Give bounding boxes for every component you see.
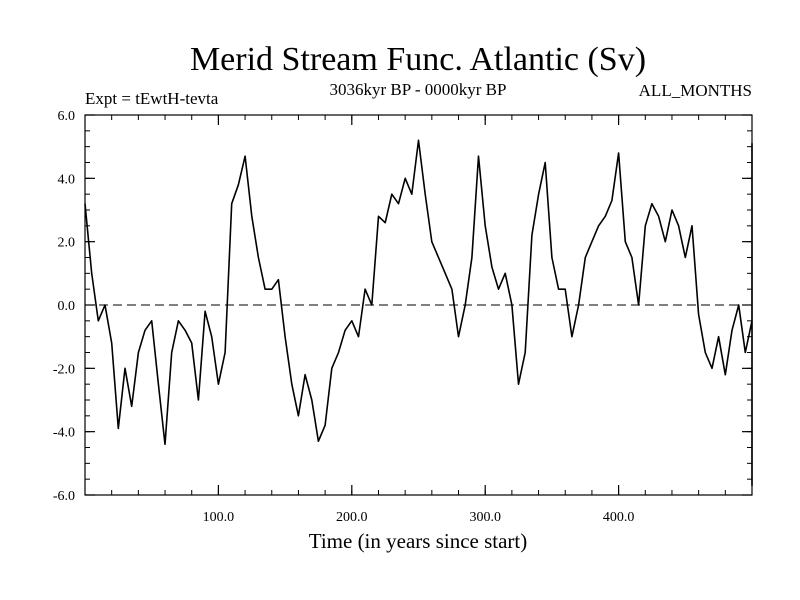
x-tick-label: 300.0	[469, 510, 501, 525]
x-axis-ticks: 100.0 200.0 300.0 400.0	[203, 115, 635, 525]
chart-title: Merid Stream Func. Atlantic (Sv)	[190, 41, 646, 78]
series-line	[84, 139, 753, 487]
y-tick-label: -6.0	[53, 489, 75, 504]
y-tick-label: 2.0	[58, 236, 76, 251]
x-tick-label: 200.0	[336, 510, 368, 525]
chart-subtitle-center: 3036kyr BP - 0000kyr BP	[330, 80, 507, 99]
y-tick-label: -4.0	[53, 426, 75, 441]
y-tick-label: 4.0	[58, 172, 76, 187]
x-tick-label: 400.0	[603, 510, 635, 525]
chart-subtitle-left: Expt = tEwtH-tevta	[85, 89, 219, 108]
chart-subtitle-right: ALL_MONTHS	[639, 81, 752, 100]
y-axis-ticks: -6.0 -4.0 -2.0 0.0 2.0 4.0 6.0	[53, 109, 752, 504]
x-axis-label: Time (in years since start)	[309, 529, 528, 553]
y-tick-label: -2.0	[53, 362, 75, 377]
x-tick-label: 100.0	[203, 510, 235, 525]
y-tick-label: 0.0	[58, 299, 76, 314]
y-tick-label: 6.0	[58, 109, 76, 124]
